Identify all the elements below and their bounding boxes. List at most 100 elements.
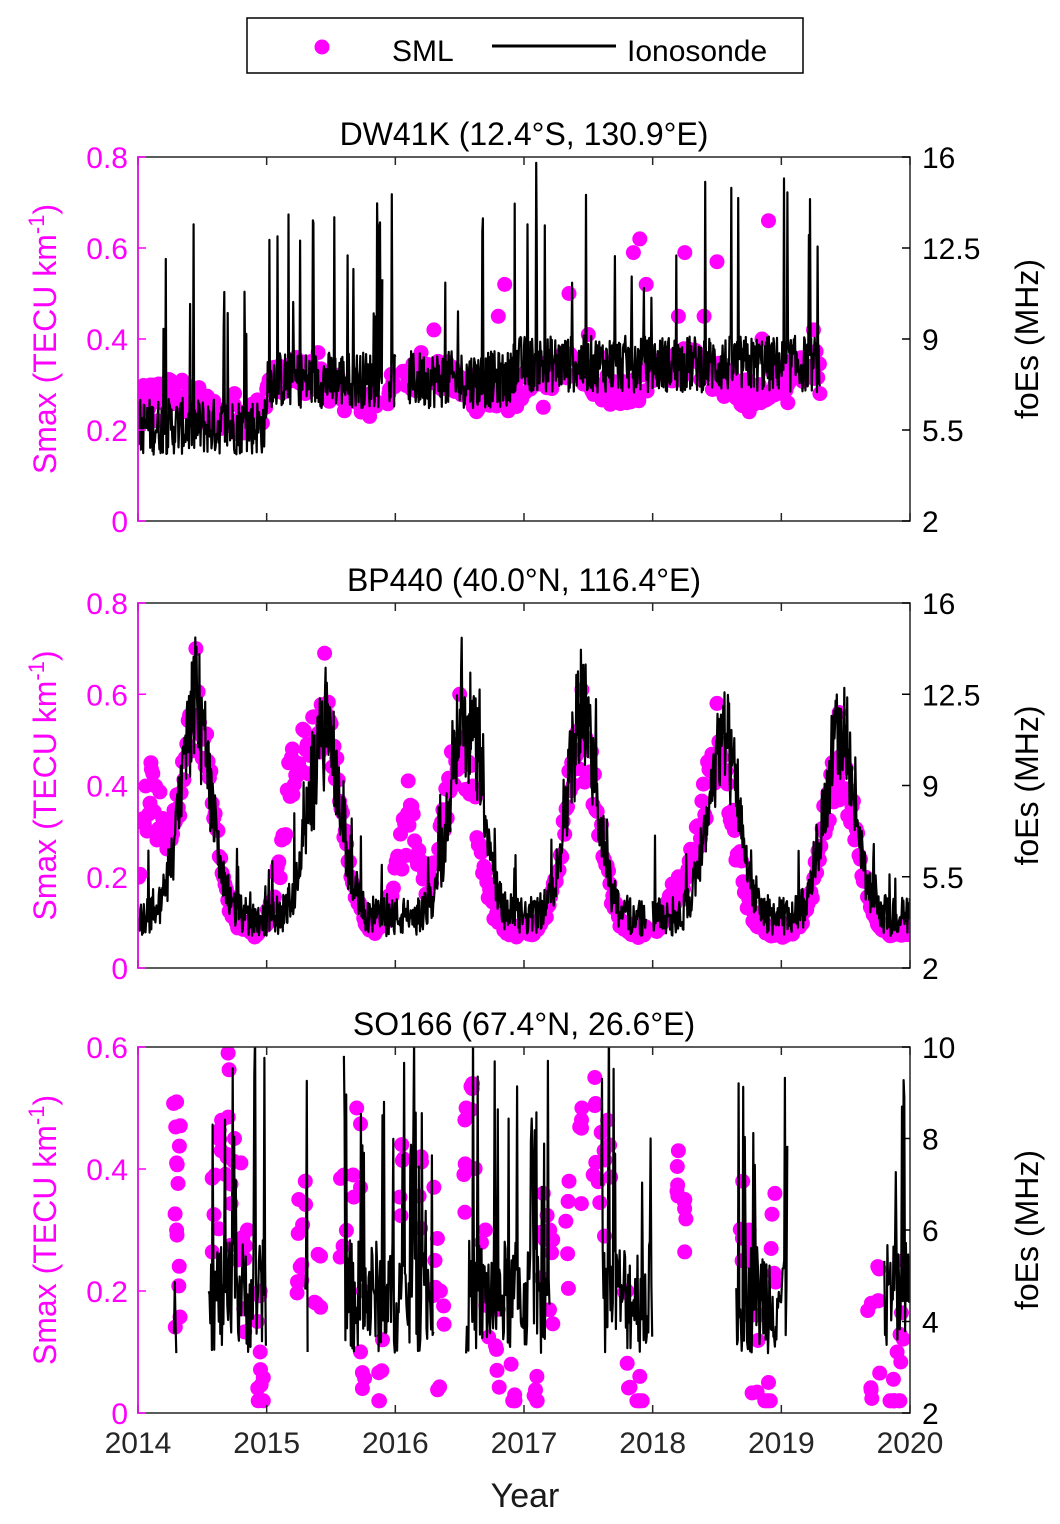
sml-point — [345, 1167, 361, 1183]
y-left-tick-label: 0.6 — [86, 233, 128, 266]
ionosonde-line — [465, 1047, 551, 1354]
ionosonde-line — [207, 1047, 267, 1353]
sml-point — [457, 1204, 473, 1220]
y-left-label: Smax (TECU km-1) — [24, 1095, 63, 1365]
ionosonde-line — [138, 636, 647, 938]
sml-point — [741, 404, 757, 420]
panel-title: BP440 (40.0°N, 116.4°E) — [347, 562, 701, 598]
sml-point — [426, 322, 442, 338]
ionosonde-line — [407, 161, 821, 410]
sml-point — [168, 1119, 184, 1135]
y-right-tick-label: 2 — [922, 1398, 939, 1431]
sml-point — [385, 880, 401, 896]
y-right-tick-label: 6 — [922, 1215, 939, 1248]
sml-point — [505, 1393, 521, 1409]
sml-point — [289, 1285, 305, 1301]
y-right-tick-label: 16 — [922, 142, 955, 175]
y-left-tick-label: 0 — [111, 506, 128, 539]
y-left-label-exp: -1 — [24, 1106, 49, 1126]
x-tick-label: 2019 — [748, 1427, 815, 1460]
sml-point — [864, 1391, 880, 1406]
sml-point — [430, 1382, 446, 1398]
sml-point — [212, 1131, 228, 1147]
y-right-tick-label: 16 — [922, 588, 955, 621]
sml-point — [473, 844, 489, 860]
sml-point — [171, 1258, 187, 1274]
sml-point — [529, 1368, 545, 1384]
legend-iono-label: Ionosonde — [627, 35, 767, 68]
sml-point — [497, 276, 513, 292]
sml-point — [152, 784, 168, 800]
y-right-tick-label: 12.5 — [922, 679, 980, 712]
ionosonde-series — [172, 1047, 910, 1355]
y-left-tick-label: 0.2 — [86, 415, 128, 448]
ionosonde-line — [600, 1047, 654, 1354]
x-axis-label: Year — [491, 1477, 560, 1515]
plot-area — [138, 161, 828, 456]
sml-point — [405, 806, 421, 822]
y-left-label-exp: -1 — [24, 661, 49, 681]
sml-point — [871, 1261, 887, 1277]
sml-point — [573, 1196, 589, 1212]
ionosonde-series — [138, 161, 821, 456]
sml-point — [165, 826, 181, 842]
y-left-label-main: Smax (TECU km — [27, 1125, 63, 1365]
ionosonde-line — [387, 193, 397, 408]
sml-point — [413, 345, 429, 361]
plot-area — [166, 1047, 910, 1409]
sml-point — [171, 1138, 187, 1154]
sml-point — [709, 695, 725, 711]
panel-1: 0 0.2 0.4 0.6 0.8 2 5.5 9 12.5 16 DW41K (12.4°S, 1… — [24, 116, 1045, 539]
sml-point — [138, 866, 148, 882]
y-left-tick-label: 0.6 — [86, 679, 128, 712]
sml-point — [670, 1143, 686, 1159]
sml-point — [335, 1238, 351, 1254]
sml-point — [503, 1356, 519, 1372]
y-left-label-exp: -1 — [24, 215, 49, 235]
sml-point — [278, 827, 294, 843]
sml-point — [574, 1120, 589, 1136]
y-right-ticks: 2 4 6 8 10 — [902, 1032, 955, 1431]
y-right-tick-label: 12.5 — [922, 233, 980, 266]
sml-point — [296, 723, 312, 739]
y-right-tick-label: 9 — [922, 324, 939, 357]
y-left-tick-label: 0.2 — [86, 1276, 128, 1309]
sml-point — [619, 395, 635, 411]
ionosonde-line — [342, 1047, 435, 1354]
sml-point — [592, 1195, 608, 1211]
panel-2: 0 0.2 0.4 0.6 0.8 2 5.5 9 12.5 16 BP440 (40.0°N, 1… — [24, 562, 1045, 986]
y-right-ticks: 2 5.5 9 12.5 16 — [902, 142, 980, 539]
sml-point — [709, 254, 725, 270]
sml-point — [169, 1227, 185, 1243]
x-tick-label: 2018 — [619, 1427, 686, 1460]
sml-point — [353, 1344, 368, 1360]
sml-point — [678, 1211, 694, 1227]
y-left-label-end: ) — [27, 1095, 63, 1106]
sml-point — [375, 1332, 390, 1348]
sml-point — [220, 1047, 236, 1061]
plot-area — [138, 636, 910, 945]
ionosonde-line — [138, 202, 384, 456]
sml-point — [272, 870, 288, 886]
sml-point — [763, 1241, 779, 1256]
legend-sml-label: SML — [392, 35, 454, 68]
sml-point — [587, 1070, 603, 1085]
ionosonde-line — [172, 1280, 178, 1354]
y-right-tick-label: 8 — [922, 1124, 939, 1157]
sml-point — [394, 1137, 410, 1153]
sml-point — [221, 1062, 237, 1078]
sml-point — [429, 1231, 445, 1246]
y-left-tick-label: 0.4 — [86, 324, 128, 357]
sml-point — [560, 1246, 576, 1262]
sml-point — [670, 1177, 686, 1193]
sml-point — [560, 1280, 576, 1296]
sml-point — [467, 1161, 483, 1177]
sml-point — [171, 1278, 187, 1294]
sml-point — [728, 390, 744, 406]
ionosonde-line — [735, 1076, 789, 1355]
sml-point — [619, 1355, 635, 1371]
ionosonde-series — [138, 636, 910, 938]
sml-point — [545, 1316, 561, 1332]
sml-point — [308, 1295, 324, 1311]
